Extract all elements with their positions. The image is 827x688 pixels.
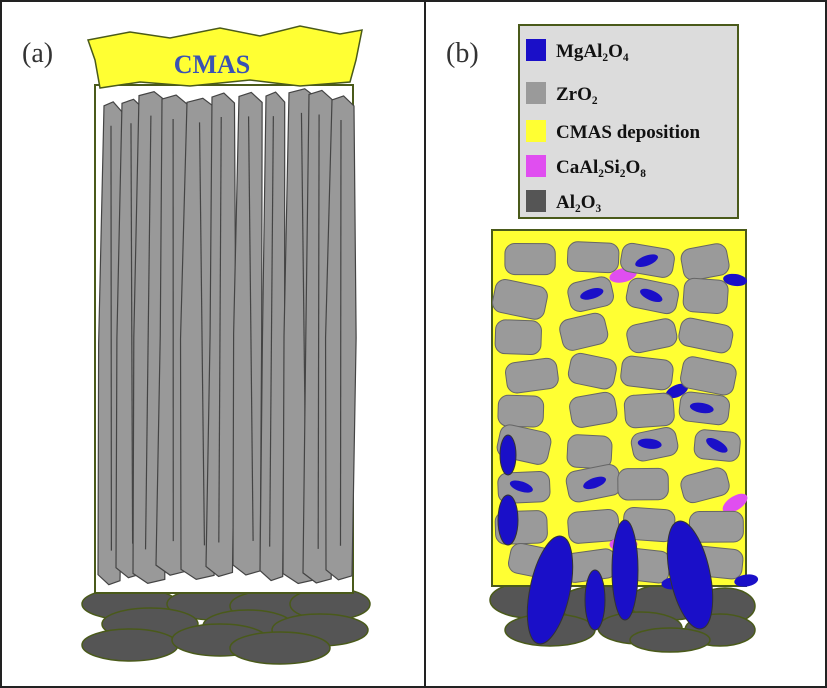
zro2-grain: [567, 241, 619, 273]
zro2-grain: [505, 243, 555, 274]
columns: [98, 89, 356, 585]
panel-label: (b): [446, 38, 479, 69]
zro2-grain: [618, 468, 669, 500]
panel-label: (a): [22, 38, 53, 69]
legend-swatch: [526, 82, 546, 104]
legend-label: MgAl₂O₄: [556, 41, 629, 62]
zro2-grain: [498, 395, 544, 427]
legend-label: Al₂O₃: [556, 192, 601, 213]
legend-label: ZrO₂: [556, 84, 598, 105]
zro2-grain: [620, 355, 675, 391]
page: {"panel_a": {"label": "(a)", "layer_labe…: [0, 0, 827, 688]
zro2-grain: [682, 278, 728, 315]
substrate: [82, 588, 370, 664]
legend-swatch: [526, 190, 546, 212]
figure: CMAS (a) (b) MgAl₂O₄ ZrO₂ CMAS deposition C…: [0, 0, 827, 688]
legend-swatch: [526, 155, 546, 177]
spinel: [498, 495, 518, 545]
grain: [230, 632, 330, 664]
column: [233, 92, 262, 575]
spinel: [500, 435, 516, 475]
zro2-grain: [567, 509, 620, 544]
zro2-grain: [504, 357, 559, 394]
grain: [82, 629, 178, 661]
legend-label: CaAl₂Si₂O₈: [556, 157, 646, 178]
legend-swatch: [526, 120, 546, 142]
spinel: [612, 520, 638, 620]
legend-swatch: [526, 39, 546, 61]
zro2-grain: [624, 392, 675, 428]
zro2-grain: [567, 434, 613, 469]
zro2-grain: [495, 320, 542, 355]
legend-label: CMAS deposition: [556, 122, 701, 143]
cmas-label: CMAS: [174, 50, 251, 79]
crack: [340, 120, 341, 546]
spinel: [585, 570, 605, 630]
grain: [630, 628, 710, 652]
